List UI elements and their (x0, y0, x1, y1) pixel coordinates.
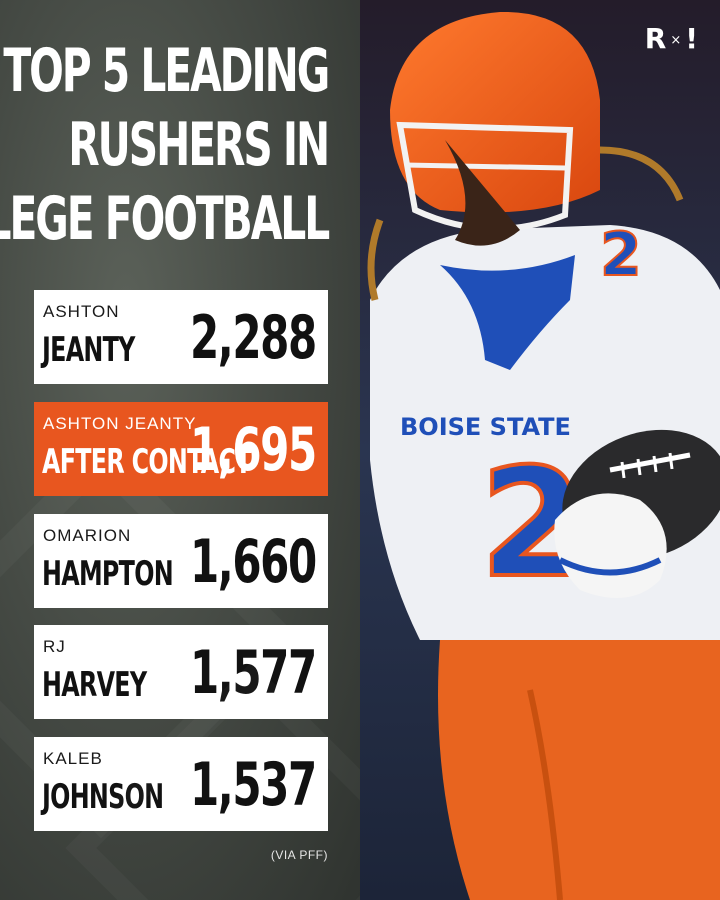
headline-line-2: RUSHERS IN (68, 110, 330, 180)
headline-line-3: COLLEGE FOOTBALL (0, 184, 330, 254)
brand-exclamation-mark: ! (685, 22, 698, 55)
stats-panel: TOP 5 LEADING RUSHERS IN COLLEGE FOOTBAL… (0, 0, 360, 900)
rusher-first-name: OMARION (43, 526, 132, 545)
rusher-card-4: RJ HARVEY 1,577 (34, 625, 328, 719)
rusher-first-name: KALEB (43, 749, 103, 768)
rusher-first-name: RJ (43, 637, 66, 656)
player-photo: 2 2 BOISE STATE R ×! (360, 0, 720, 900)
rushing-yards: 2,288 (190, 303, 317, 373)
pants (438, 640, 720, 900)
rusher-last-name: HAMPTON (42, 554, 174, 594)
svg-text:2: 2 (600, 220, 642, 290)
rushing-yards: 1,537 (190, 750, 317, 820)
brand-separator: × (670, 32, 682, 48)
headline-line-1: TOP 5 LEADING (3, 36, 330, 106)
rusher-first-name: ASHTON (43, 302, 120, 321)
brand-r-mark: R (644, 22, 667, 55)
brand-logo: R ×! (645, 22, 698, 55)
rusher-last-name: HARVEY (42, 665, 147, 705)
rushing-yards: 1,577 (190, 638, 317, 708)
rusher-last-name: JEANTY (42, 330, 135, 370)
rushing-yards: 1,660 (190, 527, 317, 597)
rusher-first-name: ASHTON JEANTY (43, 414, 197, 433)
jersey-text-graphic: BOISE STATE (400, 413, 571, 441)
source-note: (VIA PFF) (270, 848, 328, 862)
rusher-card-1: ASHTON JEANTY 2,288 (34, 290, 328, 384)
rusher-card-2-highlight: ASHTON JEANTY AFTER CONTACT 1,695 (34, 402, 328, 496)
rusher-last-name: JOHNSON (42, 777, 164, 817)
rusher-card-3: OMARION HAMPTON 1,660 (34, 514, 328, 608)
rushing-yards: 1,695 (190, 415, 317, 485)
headline: TOP 5 LEADING RUSHERS IN COLLEGE FOOTBAL… (0, 34, 330, 256)
rusher-last-name: AFTER CONTACT (42, 442, 252, 482)
rusher-card-5: KALEB JOHNSON 1,537 (34, 737, 328, 831)
player-illustration: 2 2 BOISE STATE (360, 0, 720, 900)
helmet (390, 11, 600, 213)
